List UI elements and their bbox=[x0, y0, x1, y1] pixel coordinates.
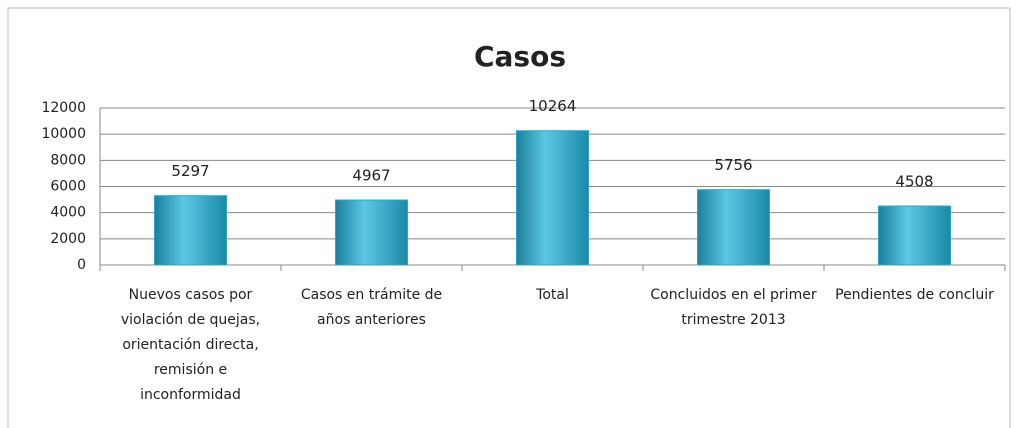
data-label: 5756 bbox=[714, 156, 752, 174]
bar bbox=[154, 195, 227, 266]
y-tick-label: 2000 bbox=[50, 231, 86, 247]
bar bbox=[335, 199, 408, 266]
data-label: 4508 bbox=[895, 173, 933, 191]
y-tick-label: 12000 bbox=[41, 100, 86, 116]
bar bbox=[697, 189, 770, 266]
y-tick-label: 8000 bbox=[50, 152, 86, 168]
x-tick-label: Concluidos en el primer trimestre 2013 bbox=[650, 287, 817, 328]
data-label: 4967 bbox=[352, 167, 390, 185]
data-label: 5297 bbox=[171, 162, 209, 180]
bar bbox=[516, 130, 589, 266]
y-tick-label: 4000 bbox=[50, 205, 86, 221]
chart-title: Casos bbox=[474, 40, 566, 73]
x-tick-label: Total bbox=[536, 287, 569, 303]
x-tick-label: Casos en trámite de años anteriores bbox=[300, 287, 443, 328]
y-tick-label: 6000 bbox=[50, 179, 86, 195]
x-tick-label: Pendientes de concluir bbox=[835, 287, 994, 303]
bar bbox=[878, 205, 951, 266]
y-tick-label: 10000 bbox=[41, 126, 86, 142]
data-label: 10264 bbox=[529, 97, 577, 115]
y-tick-label: 0 bbox=[77, 257, 86, 273]
x-tick-label: Nuevos casos por violación de quejas, or… bbox=[120, 287, 261, 403]
chart-border bbox=[7, 7, 1011, 428]
